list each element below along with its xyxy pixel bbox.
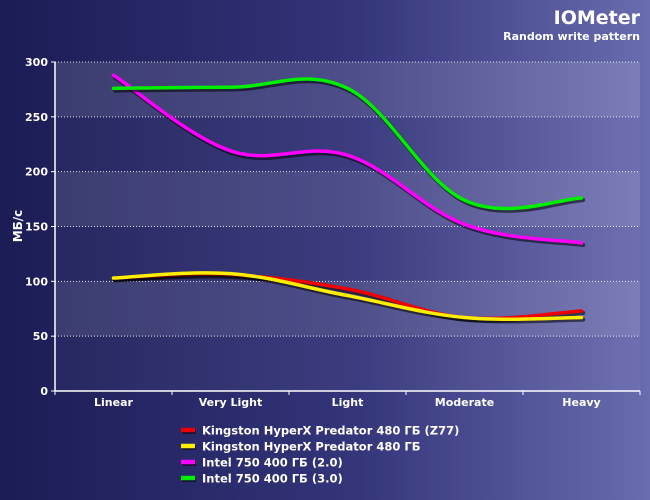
legend-item: Kingston HyperX Predator 480 ГБ bbox=[181, 440, 420, 454]
y-tick-label: 200 bbox=[25, 166, 48, 179]
y-tick-label: 50 bbox=[33, 330, 49, 343]
legend: Kingston HyperX Predator 480 ГБ (Z77) Kin… bbox=[181, 424, 459, 486]
legend-label: Intel 750 400 ГБ (2.0) bbox=[202, 456, 343, 470]
plot-band bbox=[55, 171, 640, 227]
axes: 0 50 100 150 200 250 300 Linear Very Light Light M… bbox=[25, 56, 641, 409]
x-tick-label: Linear bbox=[94, 396, 133, 409]
series-4 bbox=[111, 77, 586, 213]
series-2 bbox=[111, 271, 586, 324]
x-tick-label: Moderate bbox=[435, 396, 494, 409]
series-line bbox=[111, 77, 584, 211]
legend-label: Kingston HyperX Predator 480 ГБ (Z77) bbox=[202, 424, 459, 438]
y-tick-label: 300 bbox=[25, 56, 48, 69]
legend-item: Intel 750 400 ГБ (3.0) bbox=[181, 472, 343, 486]
legend-label: Intel 750 400 ГБ (3.0) bbox=[202, 472, 343, 486]
x-tick-label: Light bbox=[332, 396, 364, 409]
plot-band bbox=[55, 116, 640, 172]
series-line bbox=[111, 73, 584, 245]
y-tick-label: 100 bbox=[25, 275, 48, 288]
y-tick-label: 250 bbox=[25, 111, 48, 124]
x-tick-label: Heavy bbox=[562, 396, 600, 409]
y-tick-label: 150 bbox=[25, 221, 48, 234]
plot-band bbox=[55, 336, 640, 391]
x-tick-label: Very Light bbox=[199, 396, 263, 409]
legend-item: Intel 750 400 ГБ (2.0) bbox=[181, 456, 343, 470]
legend-item: Kingston HyperX Predator 480 ГБ (Z77) bbox=[181, 424, 459, 438]
chart-subtitle: Random write pattern bbox=[503, 30, 640, 43]
legend-label: Kingston HyperX Predator 480 ГБ bbox=[202, 440, 420, 454]
y-tick-label: 0 bbox=[40, 385, 48, 398]
series-3 bbox=[111, 73, 586, 248]
y-axis-label: МБ/с bbox=[11, 210, 25, 243]
plot-bands bbox=[55, 62, 640, 391]
series-lines bbox=[111, 73, 586, 324]
plot-band bbox=[55, 226, 640, 282]
chart-title: IOMeter bbox=[554, 7, 641, 29]
